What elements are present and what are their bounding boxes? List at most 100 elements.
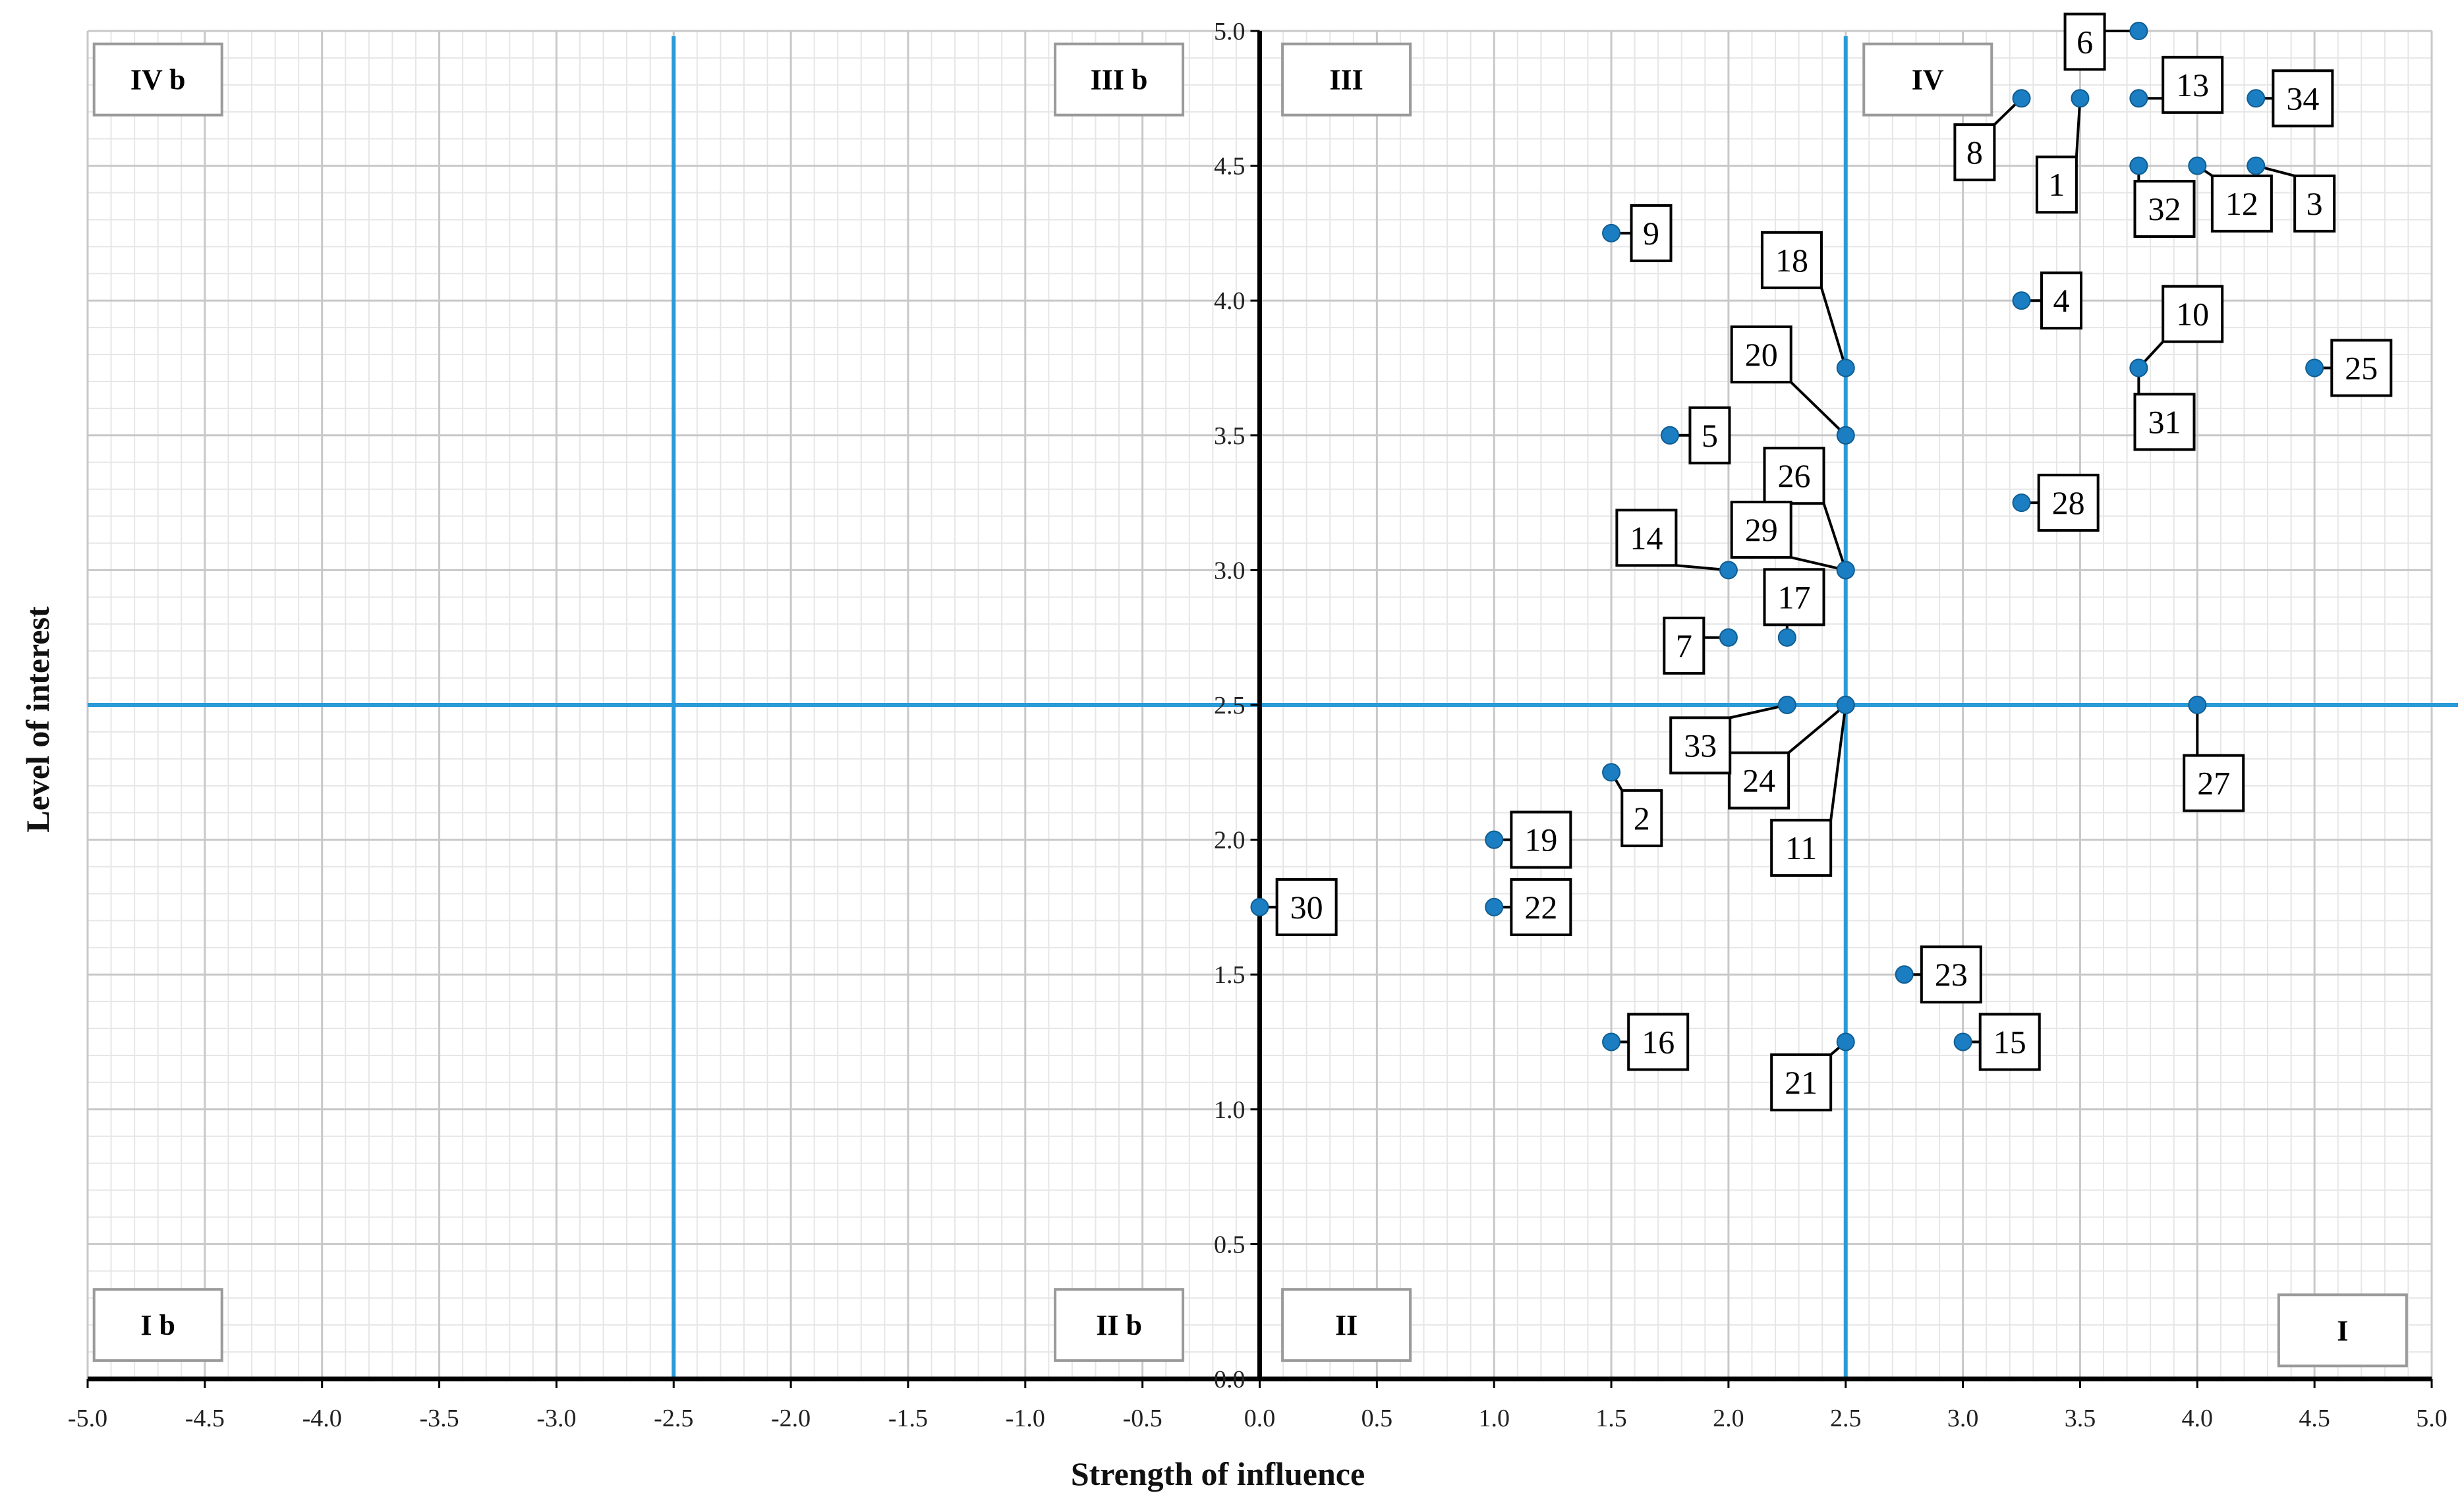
quadrant-label-box: [1281, 42, 1412, 117]
x-tick-label: -0.5: [1123, 1405, 1162, 1432]
data-point: [1719, 561, 1738, 580]
x-axis-title: Strength of influence: [1071, 1455, 1365, 1492]
callout-leader-line: [1822, 503, 1847, 571]
callout-label-box: [2133, 393, 2196, 451]
data-label: 26: [1777, 457, 1810, 494]
data-point: [1777, 696, 1796, 714]
y-axis-title: Level of interest: [19, 606, 56, 833]
callout-label-box: [2162, 55, 2224, 114]
data-label: 18: [1775, 242, 1808, 279]
quadrant-label-box: [92, 42, 223, 117]
callout-label-box: [2183, 754, 2245, 812]
y-tick-label: 0.5: [1214, 1231, 1246, 1258]
data-point: [1777, 628, 1796, 647]
data-point: [1602, 763, 1621, 782]
data-point: [1485, 897, 1504, 916]
data-point: [2129, 156, 2148, 175]
data-label: 31: [2148, 403, 2181, 440]
callout-label-box: [1627, 1013, 1690, 1071]
x-tick-label: 2.0: [1713, 1405, 1744, 1432]
y-tick-label: 3.0: [1214, 557, 1246, 584]
data-label: 29: [1745, 511, 1778, 548]
callout-label-box: [1630, 204, 1673, 262]
data-label: 6: [2077, 23, 2093, 60]
callout-label-box: [2210, 174, 2273, 233]
callout-leader-line: [1729, 704, 1788, 719]
callout-label-box: [2293, 174, 2336, 233]
callout-label-box: [1770, 818, 1833, 877]
callout-label-box: [1275, 878, 1338, 936]
data-label: 19: [1524, 822, 1557, 858]
data-label: 22: [1524, 889, 1557, 926]
callout-leader-line: [1791, 556, 1847, 572]
data-label: 5: [1702, 417, 1718, 454]
data-label: 17: [1777, 578, 1810, 615]
data-point: [2071, 89, 2090, 108]
data-label: 34: [2286, 80, 2319, 117]
x-tick-label: -3.5: [419, 1405, 459, 1432]
data-label: 27: [2197, 765, 2230, 802]
quadrant-label: III b: [1091, 64, 1148, 96]
quadrant-label: II b: [1096, 1309, 1142, 1341]
callout-label-box: [1728, 751, 1791, 810]
callout-leader-line: [1790, 381, 1847, 437]
x-tick-label: 1.0: [1478, 1405, 1510, 1432]
data-point: [1836, 561, 1855, 580]
data-label: 32: [2148, 190, 2181, 227]
callout-label-box: [1953, 123, 1996, 182]
data-label: 13: [2176, 67, 2209, 103]
data-point: [2012, 89, 2031, 108]
callout-label-box: [1730, 501, 1792, 559]
data-point: [1250, 897, 1269, 916]
callout-label-box: [1620, 789, 1663, 847]
data-label: 16: [1642, 1024, 1675, 1061]
data-label: 30: [1290, 889, 1323, 926]
callout-leader-line: [2075, 98, 2082, 157]
callout-label-box: [1669, 716, 1732, 775]
quadrant-label-box: [2277, 1293, 2408, 1368]
data-point: [2247, 156, 2266, 175]
quadrant-label: IV b: [130, 64, 186, 96]
data-point: [2012, 291, 2031, 310]
callout-label-box: [2330, 339, 2393, 397]
callout-label-box: [1730, 325, 1792, 384]
quadrant-label-box: [1054, 1288, 1185, 1362]
quadrant-label-box: [1054, 42, 1185, 117]
y-tick-label: 2.0: [1214, 827, 1246, 854]
data-label: 20: [1745, 336, 1778, 373]
data-label: 2: [1634, 800, 1650, 837]
callout-label-box: [2133, 180, 2196, 238]
data-point: [2247, 89, 2266, 108]
data-label: 1: [2048, 166, 2065, 203]
quadrant-label: II: [1335, 1309, 1358, 1341]
data-label: 23: [1935, 956, 1968, 993]
callout-label-box: [1978, 1013, 2041, 1071]
reference-lines: [88, 36, 2458, 1379]
callout-label-box: [1510, 878, 1572, 936]
data-point: [2305, 358, 2324, 378]
data-label: 24: [1742, 762, 1775, 799]
callout-label-box: [1763, 568, 1825, 627]
y-tick-label: 1.0: [1214, 1096, 1246, 1124]
data-point: [1836, 696, 1855, 714]
callout-label-box: [1615, 509, 1678, 567]
data-label: 28: [2052, 484, 2085, 521]
data-point: [1602, 1032, 1621, 1051]
callout-label-box: [2272, 69, 2334, 128]
data-label: 12: [2225, 185, 2258, 222]
quadrant-label: I: [2337, 1314, 2348, 1347]
callout-label-box: [1920, 945, 1982, 1004]
x-tick-label: 4.5: [2299, 1405, 2330, 1432]
quadrant-label: III: [1329, 64, 1363, 96]
callout-label-box: [2162, 285, 2224, 343]
data-label: 21: [1785, 1064, 1818, 1101]
data-point: [2188, 156, 2207, 175]
data-point: [2129, 22, 2148, 40]
callout-label-box: [2040, 271, 2082, 330]
y-tick-label: 4.5: [1214, 153, 1246, 181]
quadrant-label: IV: [1912, 64, 1944, 96]
callout-label-box: [1688, 406, 1731, 464]
data-point: [1895, 965, 1914, 984]
data-point: [2129, 358, 2148, 378]
